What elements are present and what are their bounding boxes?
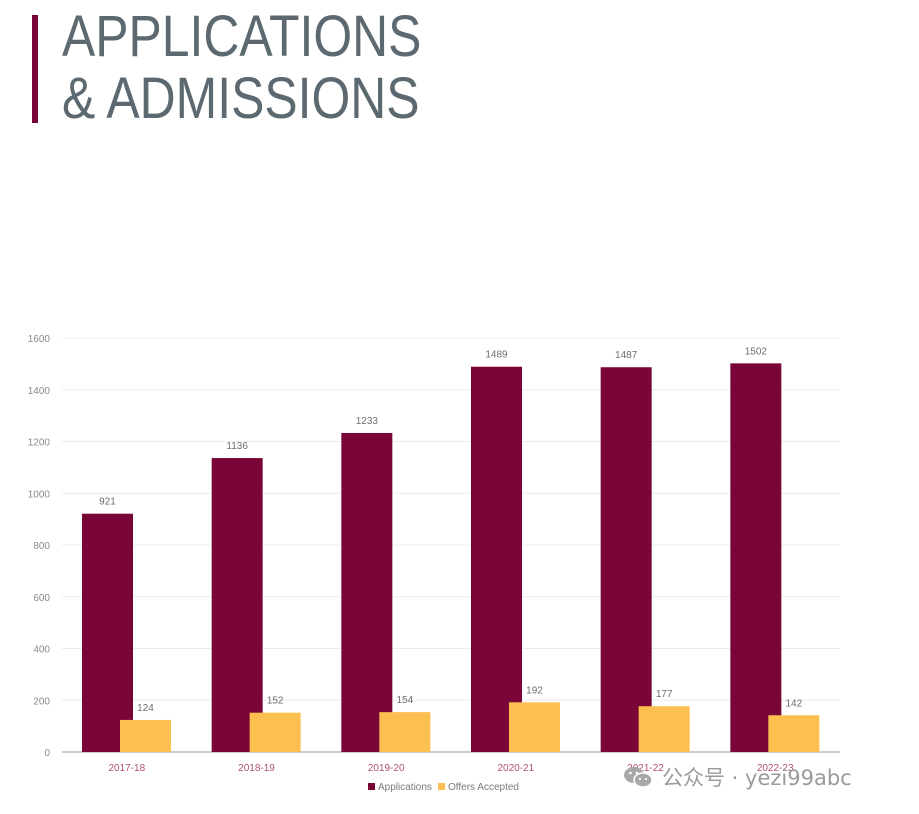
y-tick-label: 1600	[28, 334, 51, 345]
applications-bar	[341, 432, 393, 752]
offers-accepted-bar	[509, 702, 560, 752]
y-tick-label: 1400	[28, 386, 51, 397]
offers-accepted-bar	[638, 706, 690, 752]
legend-swatch-applications	[368, 783, 375, 790]
offers-accepted-bar	[249, 712, 301, 752]
title-accent-bar	[32, 15, 38, 123]
x-category-label: 2021-22	[627, 763, 664, 774]
x-category-label: 2017-18	[108, 763, 145, 774]
legend-label-offers: Offers Accepted	[448, 782, 519, 793]
applications-bar	[211, 458, 263, 752]
applications-value-label: 1489	[485, 350, 508, 361]
x-category-label: 2022-23	[757, 763, 794, 774]
y-tick-label: 1200	[28, 438, 51, 449]
applications-value-label: 921	[99, 497, 116, 508]
applications-bar	[730, 363, 782, 752]
applications-value-label: 1136	[226, 441, 248, 452]
offers-value-label: 152	[267, 696, 284, 707]
y-tick-label: 600	[33, 593, 50, 604]
y-tick-label: 0	[44, 748, 50, 759]
x-category-label: 2019-20	[368, 763, 405, 774]
applications-bar	[600, 367, 652, 752]
watermark: 公众号 · yezi99abc	[622, 762, 852, 792]
offers-value-label: 192	[526, 685, 543, 696]
page-title: APPLICATIONS & ADMISSIONS	[62, 6, 421, 130]
offers-accepted-bar	[379, 712, 431, 752]
offers-value-label: 142	[785, 698, 802, 709]
y-tick-label: 800	[33, 541, 50, 552]
y-axis: 0 200 400 600 800 1000 1200 1400 1600	[28, 334, 51, 759]
watermark-text: 公众号 · yezi99abc	[662, 766, 852, 790]
title-line-1: APPLICATIONS	[62, 4, 422, 69]
offers-value-label: 177	[656, 689, 673, 700]
chart-bars: 921 124 1136 152 1233 154 1489 192 1487 177 1502 14…	[82, 346, 820, 752]
title-line-2: & ADMISSIONS	[62, 66, 420, 131]
legend-label-applications: Applications	[378, 782, 432, 793]
x-category-label: 2018-19	[238, 763, 275, 774]
offers-accepted-bar	[768, 715, 820, 752]
y-tick-label: 1000	[28, 489, 51, 500]
legend-swatch-offers	[438, 783, 445, 790]
applications-value-label: 1233	[356, 416, 379, 427]
x-category-label: 2020-21	[497, 763, 534, 774]
y-tick-label: 200	[33, 696, 50, 707]
applications-bar	[82, 513, 133, 752]
offers-value-label: 124	[137, 703, 154, 714]
offers-accepted-bar	[120, 719, 171, 752]
applications-value-label: 1502	[745, 346, 768, 357]
y-tick-label: 400	[33, 645, 50, 656]
bar-chart: 0 200 400 600 800 1000 1200 1400 1600 921 124 1136…	[28, 334, 840, 793]
wechat-icon	[624, 767, 653, 788]
applications-value-label: 1487	[615, 350, 638, 361]
x-axis: 2017-18 2018-19 2019-20 2020-21 2021-22 2022-…	[108, 763, 793, 774]
chart-grid	[62, 337, 840, 753]
offers-value-label: 154	[396, 695, 413, 706]
chart-legend: Applications Offers Accepted	[368, 782, 519, 793]
applications-bar	[471, 366, 522, 752]
